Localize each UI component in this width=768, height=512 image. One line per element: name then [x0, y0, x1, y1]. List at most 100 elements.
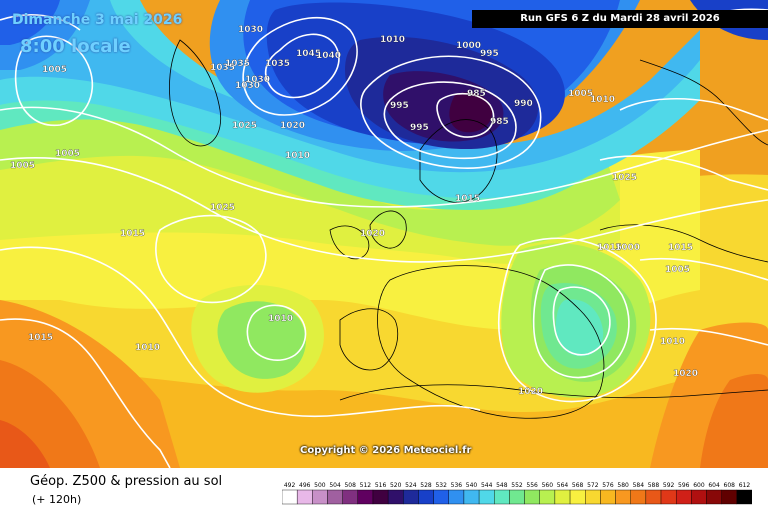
isobar — [0, 157, 768, 263]
field-zone — [0, 420, 50, 468]
legend-value: 548 — [496, 482, 508, 489]
legend-value: 512 — [360, 482, 372, 489]
legend-swatch — [691, 489, 707, 505]
coastlines — [169, 39, 768, 419]
legend-swatch — [721, 489, 738, 505]
legend-swatch — [312, 489, 328, 505]
copyright-text: Copyright © 2026 Meteociel.fr — [300, 445, 472, 456]
legend-swatch — [296, 489, 313, 505]
legend-value: 552 — [511, 482, 523, 489]
isobar-label: 1035 — [265, 59, 290, 69]
legend-value: 544 — [481, 482, 493, 489]
legend-value: 592 — [663, 482, 675, 489]
legend-value: 560 — [542, 482, 554, 489]
legend-swatch — [554, 489, 571, 505]
legend-value: 532 — [435, 482, 447, 489]
legend-swatch — [448, 489, 465, 505]
legend-value: 612 — [739, 482, 751, 489]
isobar-label: 1005 — [42, 65, 67, 75]
isobar — [383, 81, 517, 160]
legend-value: 508 — [344, 482, 356, 489]
isobar-label: 1040 — [316, 51, 341, 61]
field-zone — [449, 92, 493, 133]
coastline — [369, 210, 407, 249]
isobar — [0, 106, 768, 208]
isobar-label: 995 — [410, 123, 429, 133]
isobar-label: 1005 — [55, 149, 80, 159]
isobar-label: 995 — [480, 49, 499, 59]
isobar-label: 1025 — [232, 121, 257, 131]
isobar — [0, 318, 171, 468]
legend-value: 568 — [572, 482, 584, 489]
legend-swatch — [387, 489, 404, 505]
legend-swatch — [282, 489, 298, 505]
legend-value: 504 — [329, 482, 341, 489]
isobar-label: 1020 — [518, 387, 543, 397]
lead-time: (+ 120h) — [32, 493, 82, 506]
legend-value: 556 — [526, 482, 538, 489]
legend-swatch — [706, 489, 722, 505]
legend-value: 564 — [557, 482, 569, 489]
isobar-label: 1015 — [668, 243, 693, 253]
isobar-label: 1010 — [135, 343, 160, 353]
isobar-label: 1020 — [280, 121, 305, 131]
legend-swatch — [645, 489, 662, 505]
legend-swatch — [660, 489, 677, 505]
isobar-label: 1015 — [28, 333, 53, 343]
legend-swatch — [585, 489, 601, 505]
isobar — [639, 257, 768, 281]
isobar-label: 1020 — [360, 229, 385, 239]
legend-value: 516 — [375, 482, 387, 489]
legend-swatch — [403, 489, 419, 505]
legend-value: 500 — [314, 482, 326, 489]
color-scale-legend: 492 496 500 504 508 512 516 520 524 528 532 536 540 5… — [282, 482, 752, 505]
isobar — [436, 92, 495, 138]
field-zone — [555, 299, 604, 357]
legend-value: 528 — [420, 482, 432, 489]
legend-swatch — [418, 489, 434, 505]
legend-swatch — [327, 489, 343, 505]
isobar-label: 1005 — [568, 89, 593, 99]
legend-swatch — [615, 489, 631, 505]
legend-value: 604 — [708, 482, 720, 489]
isobar-label: 1020 — [673, 369, 698, 379]
isobar-label: 985 — [490, 117, 509, 127]
isobar — [497, 237, 657, 403]
field-zone — [0, 360, 768, 468]
field-zone — [0, 0, 700, 199]
isobar — [14, 35, 94, 127]
isobar-label: 1025 — [612, 173, 637, 183]
legend-value: 608 — [724, 482, 736, 489]
isobar-label: 1010 — [268, 314, 293, 324]
legend-swatch — [630, 489, 647, 505]
isobar-label: 985 — [467, 89, 486, 99]
isobar-label: 1035 — [225, 59, 250, 69]
coastline — [599, 224, 768, 263]
legend-value: 496 — [299, 482, 311, 489]
isobar-label: 1030 — [245, 75, 270, 85]
isobar — [155, 214, 267, 304]
isobar — [246, 304, 307, 361]
isobar-label: 1010 — [285, 151, 310, 161]
isobar — [0, 14, 81, 31]
isobar — [264, 33, 340, 99]
run-info: Run GFS 6 Z du Mardi 28 avril 2026 — [472, 10, 768, 28]
coastline — [377, 265, 605, 419]
legend-value: 588 — [648, 482, 660, 489]
isobar-label: 1035 — [210, 63, 235, 73]
legend-swatch — [342, 489, 359, 505]
isobar-label: 1045 — [296, 49, 321, 59]
isobar-label: 995 — [390, 101, 409, 111]
coastline — [169, 39, 222, 147]
isobars — [0, 8, 768, 468]
legend-swatch — [600, 489, 616, 505]
legend-swatch — [478, 489, 495, 505]
isobar — [619, 97, 768, 121]
isobar-label: 1030 — [235, 81, 260, 91]
isobar-label: 1015 — [120, 229, 145, 239]
isobar — [532, 264, 630, 379]
map-title: Géop. Z500 & pression au sol — [30, 474, 223, 489]
isobar — [360, 55, 542, 169]
legend-value: 584 — [633, 482, 645, 489]
